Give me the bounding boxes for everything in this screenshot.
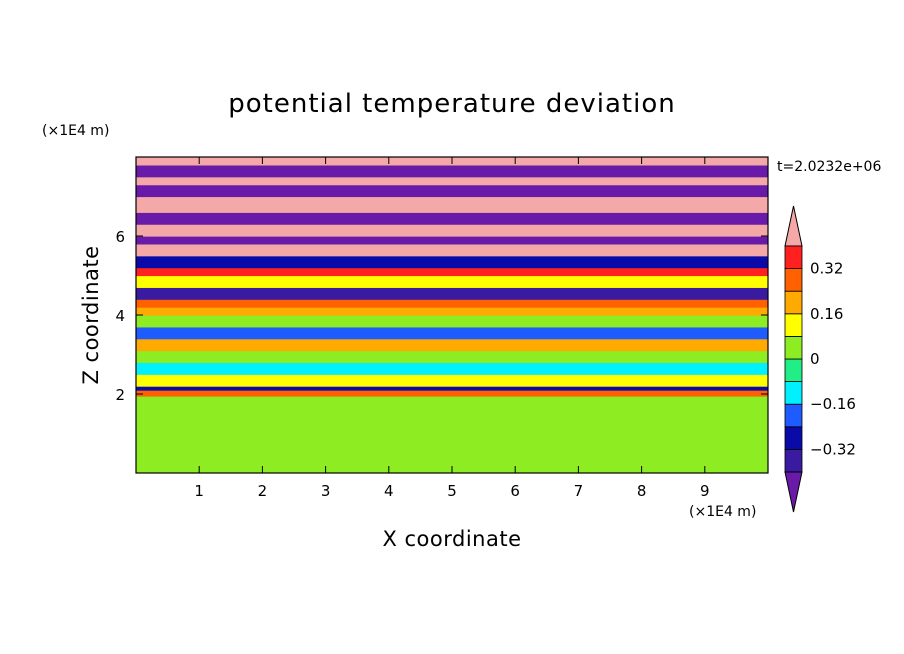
x-tick-label-3: 4 xyxy=(384,482,394,500)
colorbar-swatch-0 xyxy=(784,448,803,473)
contour-band-22 xyxy=(136,176,768,186)
contour-band-23 xyxy=(136,164,768,178)
chart-title: potential temperature deviation xyxy=(228,89,675,119)
contour-band-12 xyxy=(136,287,768,300)
contour-band-3 xyxy=(136,386,768,391)
contour-band-21 xyxy=(136,184,768,198)
colorbar-label-1: 0.16 xyxy=(810,305,843,323)
contour-band-9 xyxy=(136,315,768,328)
x-tick-label-8: 9 xyxy=(700,482,710,500)
contour-band-14 xyxy=(136,267,768,277)
contour-band-15 xyxy=(136,255,768,269)
x-tick-label-2: 3 xyxy=(321,482,331,500)
colorbar-swatch-4 xyxy=(784,358,803,383)
z-tick-label-1: 4 xyxy=(115,307,125,325)
colorbar-swatch-7 xyxy=(784,290,803,315)
contour-band-1 xyxy=(136,395,768,464)
colorbar-extend-low xyxy=(784,471,803,513)
contour-band-19 xyxy=(136,212,768,225)
contour-band-17 xyxy=(136,236,768,245)
colorbar-swatch-2 xyxy=(784,403,803,428)
x-axis-unit: (×1E4 m) xyxy=(689,504,756,520)
x-axis-label: X coordinate xyxy=(382,527,521,551)
contour-band-2 xyxy=(136,390,768,397)
colorbar-swatch-8 xyxy=(784,268,803,292)
time-label: t=2.0232e+06 xyxy=(777,159,881,175)
x-tick-label-7: 8 xyxy=(637,482,647,500)
z-axis: 2 4 6 xyxy=(115,228,768,404)
contour-band-13 xyxy=(136,275,768,288)
colorbar-label-2: 0 xyxy=(810,350,820,368)
colorbar-label-0: 0.32 xyxy=(810,260,843,278)
contour-band-20 xyxy=(136,196,768,213)
contour-band-4 xyxy=(136,374,768,387)
x-tick-label-5: 6 xyxy=(510,482,520,500)
colorbar-swatch-9 xyxy=(784,245,803,270)
colorbar-swatch-6 xyxy=(784,313,803,337)
contour-band-18 xyxy=(136,224,768,237)
colorbar: 0.32 0.16 0 −0.16 −0.32 xyxy=(784,205,856,513)
z-axis-unit: (×1E4 m) xyxy=(42,123,109,139)
x-tick-label-6: 7 xyxy=(574,482,584,500)
x-tick-label-4: 5 xyxy=(447,482,457,500)
contour-band-8 xyxy=(136,326,768,340)
contour-field xyxy=(136,157,768,473)
contour-band-11 xyxy=(136,299,768,308)
colorbar-swatch-1 xyxy=(784,426,803,450)
z-tick-label-2: 6 xyxy=(115,228,125,246)
x-axis: 1 2 3 4 5 6 7 8 9 xyxy=(194,157,710,500)
contour-band-6 xyxy=(136,350,768,363)
contour-band-16 xyxy=(136,243,768,257)
colorbar-label-3: −0.16 xyxy=(810,395,856,413)
x-tick-label-1: 2 xyxy=(258,482,268,500)
colorbar-label-4: −0.32 xyxy=(810,440,856,458)
x-tick-label-0: 1 xyxy=(194,482,204,500)
colorbar-swatch-3 xyxy=(784,381,803,405)
colorbar-extend-high xyxy=(784,205,803,247)
contour-band-10 xyxy=(136,307,768,316)
colorbar-swatch-5 xyxy=(784,335,803,360)
y-axis-label: Z coordinate xyxy=(79,245,103,384)
contour-band-5 xyxy=(136,362,768,375)
z-tick-label-0: 2 xyxy=(115,386,125,404)
contour-band-7 xyxy=(136,338,768,352)
